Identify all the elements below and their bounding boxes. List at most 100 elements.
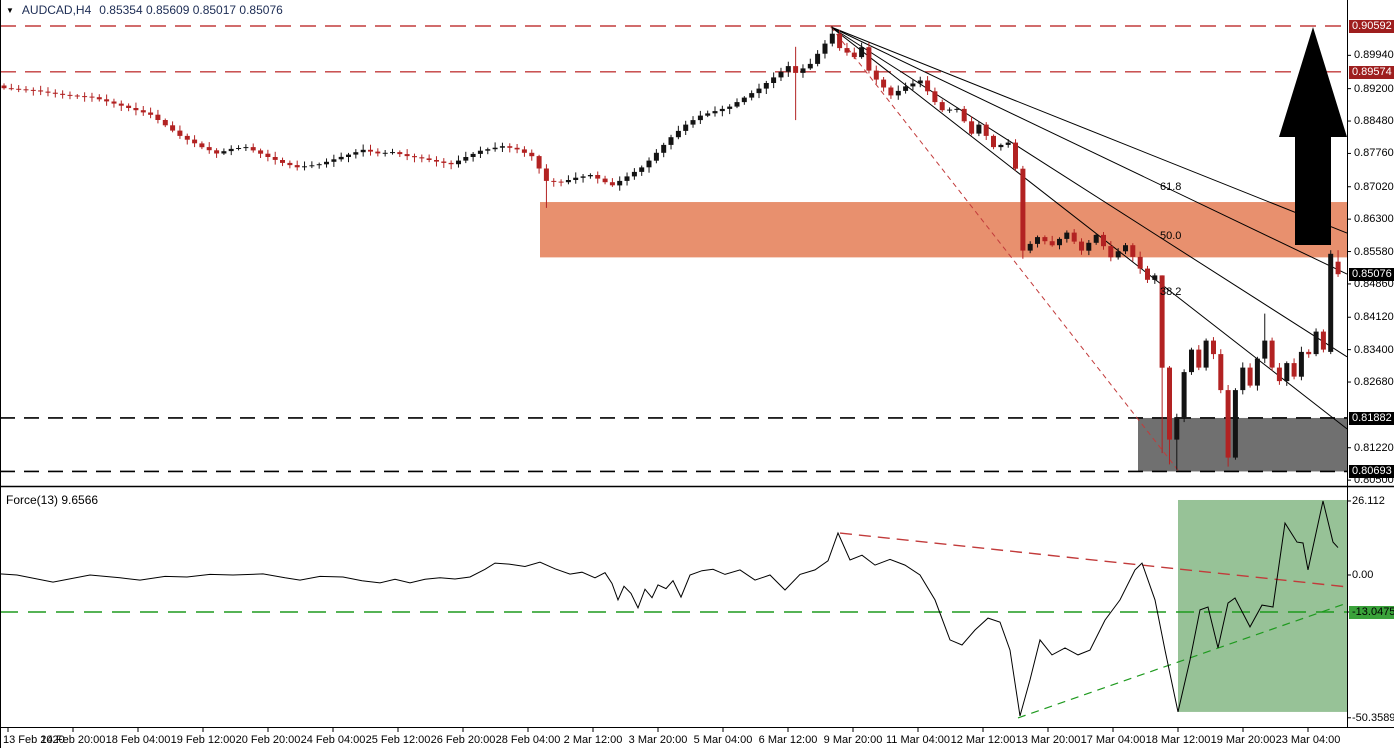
time-axis-label: 13 Feb 2020 (3, 734, 65, 746)
candle-body (1189, 349, 1194, 373)
indicator-axis-label: 0.00 (1352, 569, 1374, 581)
price-level-tag: 0.89574 (1349, 65, 1394, 79)
candle-body (1203, 340, 1209, 368)
candle-body (815, 53, 821, 64)
candle-body (199, 143, 205, 148)
candle-body (976, 124, 982, 134)
candle-body (1284, 363, 1290, 382)
candle-body (1247, 367, 1253, 386)
candle-body (910, 83, 916, 87)
candle-body (499, 146, 505, 148)
candle-body (1130, 245, 1136, 257)
candle-body (903, 86, 909, 91)
time-axis-label: 6 Mar 12:00 (758, 734, 818, 746)
candle-body (1101, 234, 1106, 247)
candle-body (1313, 331, 1319, 355)
price-axis-label: 0.87760 (1354, 147, 1394, 160)
candle-body (118, 103, 124, 106)
candle-body (434, 160, 439, 162)
candle-body (521, 149, 527, 153)
indicator-resistance-dashed-line (839, 532, 1348, 588)
candle-body (1196, 349, 1202, 368)
candle-body (646, 160, 652, 168)
candle-body (661, 144, 667, 153)
candle-body (397, 152, 403, 155)
candle-body (1276, 367, 1282, 382)
demand-zone[interactable] (1138, 417, 1347, 472)
candle-body (1020, 168, 1026, 251)
candle-body (456, 160, 461, 165)
candle-body (258, 150, 264, 154)
candle-body (294, 165, 300, 168)
candle-body (536, 156, 542, 169)
candle-body (1306, 351, 1312, 355)
candle-body (800, 68, 806, 73)
candle-body (595, 175, 601, 179)
candle-body (441, 161, 447, 163)
indicator-name: Force(13) (6, 493, 59, 507)
candle-body (1137, 256, 1143, 269)
price-axis-label: 0.87020 (1354, 180, 1394, 193)
indicator-value: 9.6566 (61, 493, 99, 507)
candle-body (609, 182, 615, 186)
candle-body (1240, 367, 1246, 391)
candle-body (639, 167, 645, 172)
candle-body (353, 152, 359, 155)
price-axis-label: 0.83400 (1354, 343, 1394, 356)
candle-body (162, 120, 168, 126)
candle-body (23, 89, 29, 91)
supply-zone[interactable] (540, 202, 1347, 258)
indicator-highlight-zone[interactable] (1178, 499, 1347, 712)
candle-body (1035, 237, 1040, 244)
price-axis-label: 0.89200 (1354, 82, 1394, 95)
time-axis-label: 28 Feb 04:00 (495, 734, 561, 746)
price-level-tag: 0.81882 (1349, 411, 1394, 425)
candle-body (529, 152, 535, 157)
indicator-axis-label: 26.112 (1352, 494, 1385, 507)
candle-body (1254, 358, 1260, 386)
candle-body (1159, 275, 1165, 368)
up-arrow-annotation[interactable] (1279, 27, 1347, 245)
price-axis-label: 0.85580 (1354, 245, 1394, 258)
candle-body (756, 88, 762, 94)
candle-body (543, 168, 549, 181)
candle-body (932, 91, 938, 103)
candle-body (38, 90, 44, 92)
candle-body (1181, 372, 1187, 418)
candle-body (52, 92, 58, 94)
candle-body (236, 148, 242, 149)
candle-body (565, 180, 571, 183)
candle-body (983, 124, 989, 136)
candle-body (1071, 232, 1077, 242)
price-axis-label: 0.84120 (1354, 311, 1394, 324)
candle-body (895, 90, 901, 96)
price-axis-label: 0.86300 (1354, 213, 1394, 226)
candle-body (1167, 367, 1172, 440)
candle-body (382, 152, 388, 154)
candle-body (1152, 275, 1158, 280)
candle-body (1218, 354, 1224, 391)
candle-body (1093, 234, 1099, 243)
candle-body (617, 180, 623, 186)
candle-body (331, 159, 337, 162)
indicator-level-tag: -13.0475 (1349, 605, 1394, 619)
time-axis-label: 5 Mar 04:00 (693, 734, 753, 746)
candle-body (60, 93, 66, 95)
time-axis-label: 19 Mar 20:00 (1210, 734, 1276, 746)
candle-body (558, 181, 564, 183)
candle-body (1115, 251, 1121, 258)
chart-title: ▼ AUDCAD,H4 0.85354 0.85609 0.85017 0.85… (6, 3, 283, 17)
fib-ratio-label: 61.8 (1160, 181, 1182, 193)
candle-body (1027, 243, 1033, 251)
time-axis-label: 20 Feb 20:00 (235, 734, 301, 746)
candle-body (463, 157, 469, 161)
candle-body (1086, 242, 1092, 251)
time-axis-label: 25 Feb 12:00 (365, 734, 431, 746)
candle-body (1291, 363, 1297, 377)
candle-body (412, 156, 417, 158)
candle-body (1211, 340, 1216, 355)
candle-body (485, 149, 491, 151)
candle-body (67, 94, 73, 96)
time-axis-label: 17 Mar 04:00 (1080, 734, 1146, 746)
